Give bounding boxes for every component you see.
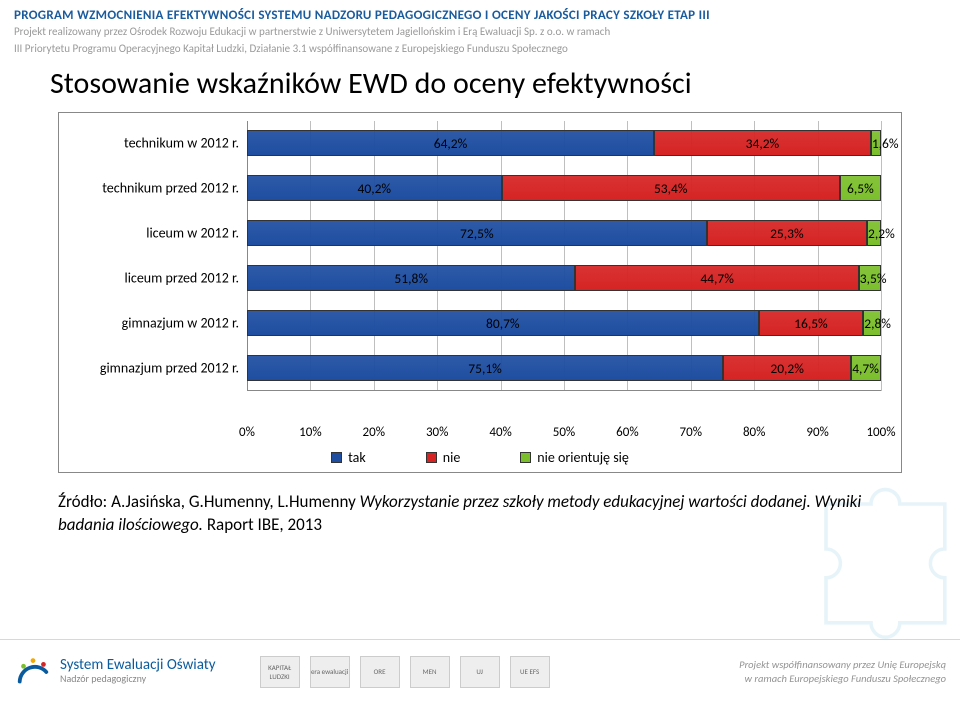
slide-title: Stosowanie wskaźników EWD do oceny efekt…: [0, 61, 960, 106]
seo-arc-icon: [14, 653, 52, 691]
partner-logo: ORE: [360, 656, 400, 688]
chart-container: technikum w 2012 r. technikum przed 2012 …: [58, 112, 902, 473]
category-label: liceum przed 2012 r.: [124, 270, 239, 287]
program-subtitle-2: III Priorytetu Programu Operacyjnego Kap…: [14, 42, 946, 57]
cofund-line-2: w ramach Europejskiego Funduszu Społeczn…: [739, 672, 946, 686]
x-tick-label: 100%: [866, 425, 895, 440]
bar-segment: 75,1%: [247, 355, 723, 381]
partner-logo: KAPITAŁ LUDZKI: [260, 656, 300, 688]
footer-right: Projekt współfinansowany przez Unię Euro…: [739, 658, 946, 685]
legend-item: nie orientuję się: [520, 449, 629, 466]
partner-logo: era ewaluacji: [310, 656, 350, 688]
chart-plot-area: technikum w 2012 r. technikum przed 2012 …: [67, 121, 893, 421]
partner-logos: KAPITAŁ LUDZKI era ewaluacji ORE MEN UJ UE EF…: [260, 656, 550, 688]
bar-segment: 2,2%: [867, 220, 881, 246]
source-prefix: Źródło: A.Jasińska, G.Humenny, L.Humenny: [58, 491, 360, 512]
partner-logo: MEN: [410, 656, 450, 688]
bar-row: 72,5%25,3%2,2%: [247, 220, 881, 246]
gridline: [501, 121, 502, 391]
bar-segment: 25,3%: [707, 220, 867, 246]
y-axis-labels: technikum w 2012 r. technikum przed 2012 …: [67, 121, 247, 391]
bar-segment: 3,5%: [859, 265, 881, 291]
gridline: [881, 121, 882, 391]
x-tick-label: 0%: [239, 425, 255, 440]
legend-swatch: [520, 452, 531, 463]
x-tick-label: 70%: [680, 425, 702, 440]
category-label: technikum przed 2012 r.: [102, 180, 239, 197]
legend-label: nie orientuję się: [537, 449, 629, 466]
gridline: [374, 121, 375, 391]
gridline: [437, 121, 438, 391]
gridline: [754, 121, 755, 391]
seo-subtitle: Nadzór pedagogiczny: [60, 674, 216, 685]
partner-logo: UE EFS: [510, 656, 550, 688]
x-axis: 0%10%20%30%40%50%60%70%80%90%100%: [247, 423, 881, 443]
bar-segment: 51,8%: [247, 265, 575, 291]
partner-logo: UJ: [460, 656, 500, 688]
bar-segment: 34,2%: [654, 130, 871, 156]
legend-label: tak: [348, 449, 366, 466]
x-tick-label: 50%: [553, 425, 575, 440]
gridline: [564, 121, 565, 391]
bar-segment: 16,5%: [759, 310, 864, 336]
category-label: gimnazjum przed 2012 r.: [100, 360, 239, 377]
x-tick-label: 20%: [363, 425, 385, 440]
x-tick-label: 10%: [299, 425, 321, 440]
legend-swatch: [331, 452, 342, 463]
gridline: [818, 121, 819, 391]
seo-logo: System Ewaluacji Oświaty Nadzór pedagogi…: [14, 653, 216, 691]
gridline: [627, 121, 628, 391]
bar-row: 75,1%20,2%4,7%: [247, 355, 881, 381]
gridline: [691, 121, 692, 391]
source-citation: Źródło: A.Jasińska, G.Humenny, L.Humenny…: [58, 491, 902, 537]
bar-segment: 4,7%: [851, 355, 881, 381]
source-suffix: Raport IBE, 2013: [203, 514, 322, 535]
bar-segment: 64,2%: [247, 130, 654, 156]
program-header: PROGRAM WZMOCNIENIA EFEKTYWNOŚCI SYSTEMU…: [0, 0, 960, 61]
legend-label: nie: [443, 449, 461, 466]
category-label: liceum w 2012 r.: [146, 225, 239, 242]
bar-segment: 44,7%: [575, 265, 858, 291]
gridline: [310, 121, 311, 391]
legend-item: nie: [426, 449, 461, 466]
bar-row: 64,2%34,2%1,6%: [247, 130, 881, 156]
bar-segment: 6,5%: [840, 175, 881, 201]
program-title: PROGRAM WZMOCNIENIA EFEKTYWNOŚCI SYSTEMU…: [14, 8, 946, 23]
bars-region: 64,2%34,2%1,6%40,2%53,4%6,5%72,5%25,3%2,…: [247, 121, 881, 391]
chart-legend: tak nie nie orientuję się: [67, 449, 893, 468]
bar-segment: 20,2%: [723, 355, 851, 381]
footer-left: System Ewaluacji Oświaty Nadzór pedagogi…: [14, 653, 550, 691]
legend-item: tak: [331, 449, 366, 466]
bar-row: 80,7%16,5%2,8%: [247, 310, 881, 336]
bar-segment: 80,7%: [247, 310, 759, 336]
bar-row: 40,2%53,4%6,5%: [247, 175, 881, 201]
bar-segment: 40,2%: [247, 175, 502, 201]
program-subtitle-1: Projekt realizowany przez Ośrodek Rozwoj…: [14, 25, 946, 40]
cofund-line-1: Projekt współfinansowany przez Unię Euro…: [739, 658, 946, 672]
x-tick-label: 60%: [616, 425, 638, 440]
x-tick-label: 90%: [806, 425, 828, 440]
bar-segment: 53,4%: [502, 175, 840, 201]
bar-row: 51,8%44,7%3,5%: [247, 265, 881, 291]
bar-segment: 72,5%: [247, 220, 707, 246]
x-tick-label: 80%: [743, 425, 765, 440]
footer: System Ewaluacji Oświaty Nadzór pedagogi…: [0, 639, 960, 703]
bar-segment: 2,8%: [863, 310, 881, 336]
legend-swatch: [426, 452, 437, 463]
bar-segment: 1,6%: [871, 130, 881, 156]
category-label: gimnazjum w 2012 r.: [122, 315, 239, 332]
category-label: technikum w 2012 r.: [124, 135, 239, 152]
x-tick-label: 30%: [426, 425, 448, 440]
x-tick-label: 40%: [489, 425, 511, 440]
